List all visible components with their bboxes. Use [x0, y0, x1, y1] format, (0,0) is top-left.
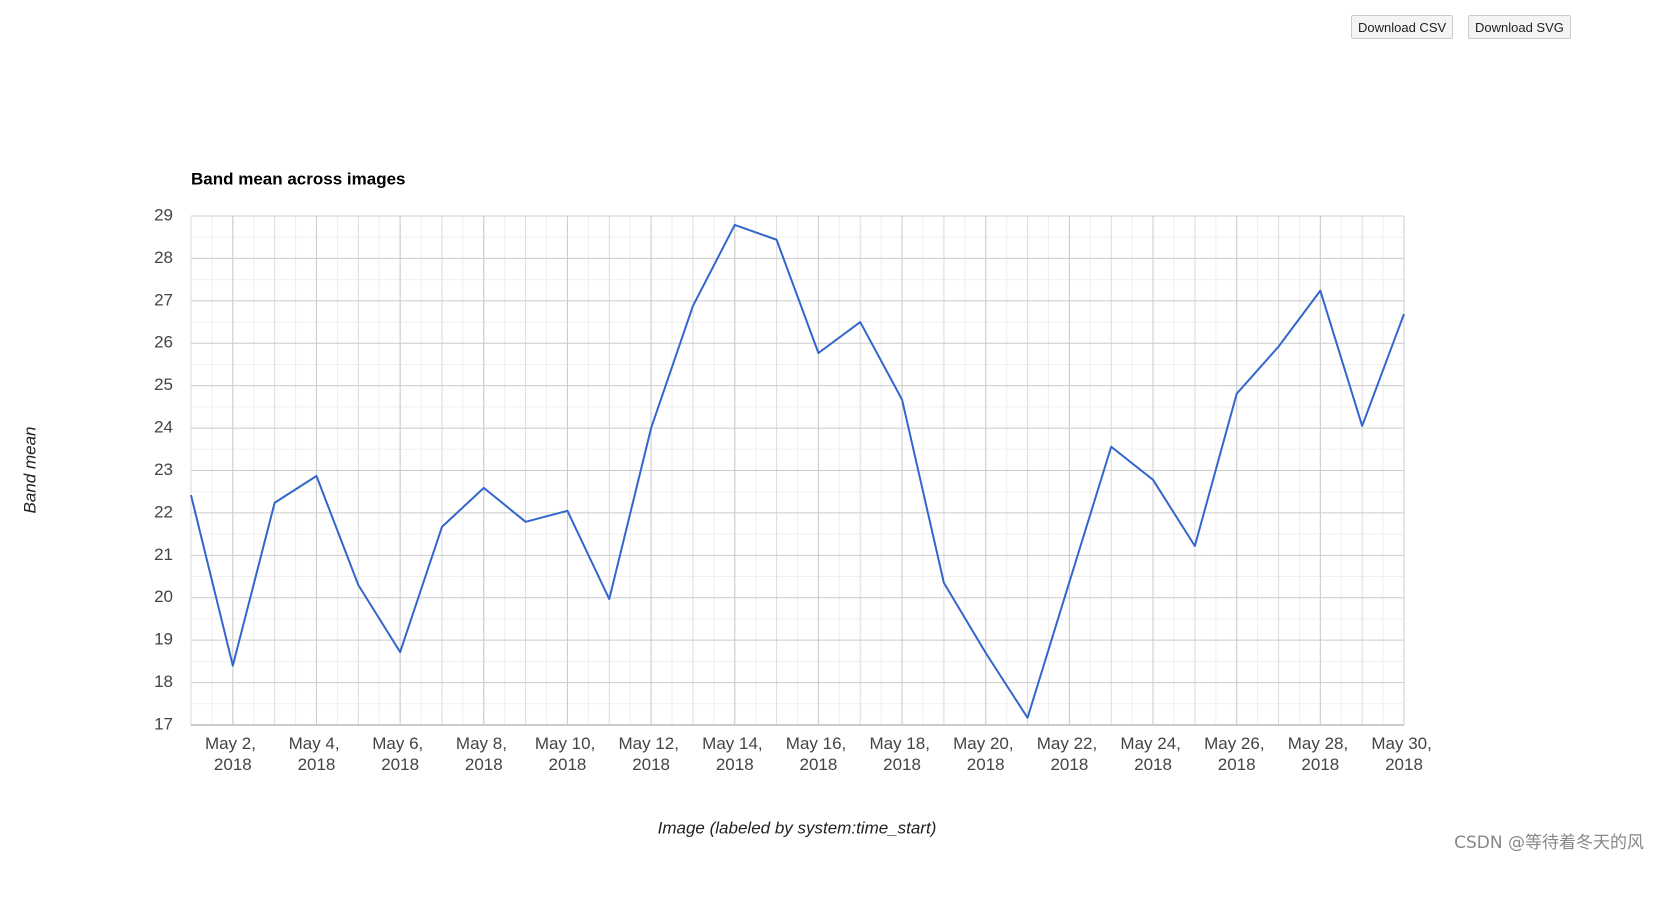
- y-tick-label: 24: [154, 418, 173, 437]
- grid: [190, 215, 1405, 726]
- download-csv-button[interactable]: Download CSV: [1351, 15, 1454, 39]
- x-tick-label: May 26, 2018: [1204, 734, 1269, 774]
- x-tick-label: May 18, 2018: [869, 734, 934, 774]
- x-tick-label: May 22, 2018: [1037, 734, 1102, 774]
- download-svg-button[interactable]: Download SVG: [1468, 15, 1571, 39]
- y-tick-label: 20: [154, 587, 173, 606]
- y-tick-label: 22: [154, 502, 173, 521]
- y-tick-label: 23: [154, 460, 173, 479]
- data-line: [190, 223, 1405, 719]
- x-tick-label: May 24, 2018: [1120, 734, 1185, 774]
- x-tick-label: May 14, 2018: [702, 734, 767, 774]
- watermark: CSDN @等待着冬天的风: [1454, 833, 1644, 853]
- x-tick-label: May 8, 2018: [456, 734, 512, 774]
- x-tick-label: May 10, 2018: [535, 734, 600, 774]
- x-tick-label: May 28, 2018: [1288, 734, 1353, 774]
- y-tick-label: 21: [154, 545, 173, 564]
- chart-title: Band mean across images: [191, 169, 405, 188]
- x-tick-label: May 4, 2018: [289, 734, 345, 774]
- x-tick-label: May 16, 2018: [786, 734, 851, 774]
- y-tick-label: 18: [154, 672, 173, 691]
- y-tick-label: 26: [154, 333, 173, 352]
- x-tick-label: May 12, 2018: [619, 734, 684, 774]
- y-tick-label: 17: [154, 714, 173, 733]
- y-tick-label: 25: [154, 375, 173, 394]
- x-tick-label: May 2, 2018: [205, 734, 261, 774]
- y-tick-label: 19: [154, 630, 173, 649]
- y-tick-label: 29: [154, 205, 173, 224]
- y-tick-label: 27: [154, 290, 173, 309]
- y-tick-label: 28: [154, 248, 173, 267]
- x-tick-label: May 30, 2018: [1371, 734, 1436, 774]
- x-tick-label: May 20, 2018: [953, 734, 1018, 774]
- y-axis-title: Band mean: [20, 427, 39, 514]
- x-tick-label: May 6, 2018: [372, 734, 428, 774]
- x-axis-title: Image (labeled by system:time_start): [658, 818, 937, 837]
